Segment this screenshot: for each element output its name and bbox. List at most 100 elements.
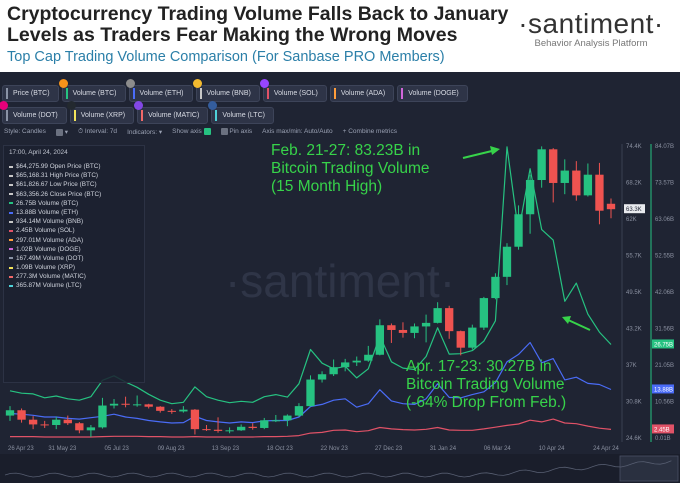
candle-body bbox=[190, 409, 200, 430]
legend-chip-label: Volume (BTC) bbox=[72, 90, 117, 97]
info-row-value: 2.45B bbox=[16, 227, 35, 235]
candle-body bbox=[86, 427, 96, 431]
candle-body bbox=[387, 325, 396, 330]
legend-chip-volume-xrp[interactable]: Volume (XRP) bbox=[66, 101, 135, 124]
candle-body bbox=[537, 149, 546, 181]
axis-minmax-selector[interactable]: Axis max/min: Auto/Auto bbox=[262, 128, 333, 135]
info-row-label: Close Price (BTC) bbox=[49, 190, 102, 198]
legend-chip-volume-bnb[interactable]: Volume (BNB) bbox=[192, 79, 260, 102]
feb-annotation-line-1: Feb. 21-27: 83.23B in bbox=[271, 142, 421, 159]
candle-body bbox=[28, 419, 38, 425]
legend-swatch bbox=[199, 88, 202, 99]
candle-body bbox=[375, 325, 385, 355]
info-row-swatch bbox=[9, 239, 13, 242]
pin-axis-toggle[interactable]: Pin axis bbox=[220, 128, 252, 136]
info-row-swatch bbox=[9, 257, 13, 260]
info-row-value: 167.49M bbox=[16, 254, 43, 262]
candle-body bbox=[167, 410, 176, 412]
legend-chip-volume-ada[interactable]: Volume (ADA) bbox=[329, 85, 395, 102]
candle-body bbox=[514, 214, 523, 247]
info-row-swatch bbox=[9, 202, 13, 205]
coin-icon bbox=[58, 79, 68, 88]
legend-chip-label: Volume (MATIC) bbox=[148, 112, 200, 119]
coin-icon bbox=[66, 101, 76, 110]
info-row-value: $63,356.26 bbox=[16, 190, 50, 198]
info-row-label: Volume (BTC) bbox=[38, 199, 79, 207]
interval-selector[interactable]: ⏱ Interval: 7d bbox=[78, 128, 118, 135]
legend-chip-volume-doge[interactable]: Volume (DOGE) bbox=[397, 85, 468, 102]
color-picker[interactable]: ▾ bbox=[55, 128, 68, 136]
x-tick-label: 27 Dec 23 bbox=[375, 446, 403, 452]
style-selector[interactable]: Style: Candles bbox=[4, 128, 46, 135]
santiment-logo: ·santiment· Behavior Analysis Platform bbox=[516, 8, 666, 49]
price-tick-label: 68.2K bbox=[626, 181, 642, 187]
chart-svg: ·santiment· 74.4K 68.2K 62K 55.7K 49.5K 43.2K 3… bbox=[0, 144, 680, 483]
legend-swatch bbox=[333, 88, 336, 99]
candle-body bbox=[364, 354, 373, 361]
navigator-window bbox=[619, 455, 679, 482]
checkbox-checked-icon bbox=[203, 128, 211, 135]
info-row-value: 365.87M bbox=[16, 282, 43, 290]
info-row-value: 934.14M bbox=[16, 218, 43, 226]
candle-body bbox=[179, 409, 188, 412]
legend-swatch bbox=[65, 88, 68, 99]
candle-body bbox=[306, 379, 315, 407]
coin-icon bbox=[134, 101, 144, 110]
candle-body bbox=[572, 170, 581, 196]
info-row: 934.14M Volume (BNB) bbox=[4, 217, 144, 226]
candle-body bbox=[549, 149, 558, 183]
candle-body bbox=[202, 429, 211, 431]
legend-chip-volume-ltc[interactable]: Volume (LTC) bbox=[208, 101, 274, 124]
info-row: 26.75B Volume (BTC) bbox=[4, 199, 144, 208]
x-tick-label: 31 Jan 24 bbox=[430, 446, 457, 452]
info-row-label: Volume (ADA) bbox=[42, 236, 84, 244]
info-row-value: $61,826.67 bbox=[16, 181, 50, 189]
price-tick-label: 43.2K bbox=[626, 327, 642, 333]
show-axis-toggle[interactable]: Show axis bbox=[172, 128, 211, 136]
volume-tick-label: 42.06B bbox=[655, 290, 674, 296]
volume-badge-label-btc: 26.75B bbox=[654, 342, 673, 348]
x-tick-label: 26 Apr 23 bbox=[8, 446, 34, 452]
coin-icon bbox=[125, 79, 135, 88]
candle-body bbox=[132, 404, 142, 406]
legend-row-1: Price (BTC) Volume (BTC) Volume (ETH) Volum… bbox=[2, 79, 468, 102]
legend-chip-price-btc[interactable]: Price (BTC) bbox=[2, 85, 59, 102]
legend-chip-label: Volume (DOT) bbox=[13, 112, 58, 119]
info-row-value: 13.88B bbox=[16, 208, 39, 216]
legend-swatch bbox=[266, 88, 269, 99]
combine-metrics-button[interactable]: + Combine metrics bbox=[342, 128, 397, 135]
legend-chip-volume-btc[interactable]: Volume (BTC) bbox=[58, 79, 126, 102]
legend-chip-volume-matic[interactable]: Volume (MATIC) bbox=[134, 101, 209, 124]
info-row-label: Volume (DOGE) bbox=[34, 245, 81, 253]
chart-header: Cryptocurrency Trading Volume Falls Back… bbox=[0, 0, 680, 72]
candle-body bbox=[595, 174, 604, 211]
info-row-swatch bbox=[9, 183, 13, 186]
volume-tick-label: 84.07B bbox=[655, 144, 674, 150]
indicators-selector[interactable]: Indicators: ▾ bbox=[127, 129, 163, 136]
coin-icon bbox=[259, 79, 269, 88]
legend-chip-volume-dot[interactable]: Volume (DOT) bbox=[0, 101, 67, 124]
candle-body bbox=[468, 327, 477, 348]
chart-panel: Price (BTC) Volume (BTC) Volume (ETH) Volum… bbox=[0, 72, 680, 483]
legend-chip-volume-eth[interactable]: Volume (ETH) bbox=[125, 79, 193, 102]
info-row: 1.02B Volume (DOGE) bbox=[4, 245, 144, 254]
candle-body bbox=[398, 329, 408, 333]
legend-swatch bbox=[401, 88, 404, 99]
candle-body bbox=[156, 406, 165, 411]
candle-body bbox=[502, 246, 512, 277]
candle-body bbox=[213, 429, 223, 431]
info-row-swatch bbox=[9, 229, 13, 232]
chart-toolbar: Style: Candles ▾ ⏱ Interval: 7d Indicato… bbox=[4, 128, 397, 136]
price-tick-label: 30.8K bbox=[626, 400, 642, 406]
x-tick-label: 05 Jul 23 bbox=[105, 446, 130, 452]
apr-arrow-head-icon bbox=[562, 316, 571, 324]
info-row: $63,356.26 Close Price (BTC) bbox=[4, 190, 144, 199]
show-axis-label: Show axis bbox=[172, 128, 202, 136]
volume-tick-label: 10.56B bbox=[655, 400, 674, 406]
x-tick-label: 24 Apr 24 bbox=[593, 446, 619, 452]
x-tick-label: 18 Oct 23 bbox=[267, 446, 294, 452]
combine-metrics-label: Combine metrics bbox=[348, 128, 397, 135]
info-row: 1.09B Volume (XRP) bbox=[4, 263, 144, 272]
legend-chip-volume-sol[interactable]: Volume (SOL) bbox=[259, 79, 327, 102]
candle-body bbox=[52, 419, 61, 426]
